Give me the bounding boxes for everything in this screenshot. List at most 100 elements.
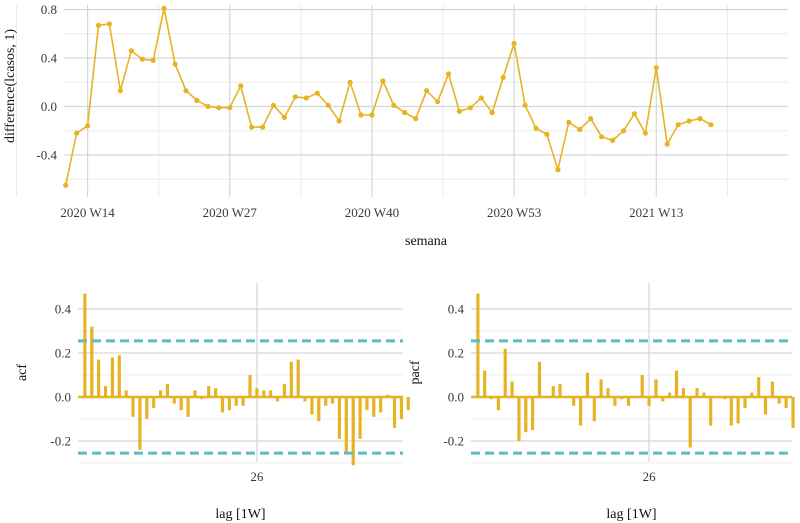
ts-point [260, 124, 266, 130]
ts-point [577, 126, 583, 133]
acf-bar [152, 397, 156, 408]
pacf-bar [579, 397, 583, 426]
acf-bar [145, 397, 149, 419]
ts-point [314, 90, 320, 96]
pacf-bar [688, 397, 692, 448]
ts-point [150, 57, 156, 64]
ts-point [631, 111, 638, 117]
ts-x-tick-label: 2020 W14 [60, 205, 115, 220]
acf-bar [248, 375, 252, 397]
ts-point [336, 118, 342, 124]
acf-bar [117, 355, 121, 397]
ts-x-tick-label: 2020 W40 [345, 205, 399, 220]
ts-point [708, 122, 714, 128]
pacf-y-axis-title: pacf [408, 360, 423, 384]
pacf-bar [784, 397, 788, 408]
pacf-bar [517, 397, 521, 441]
pacf-bar [763, 397, 768, 415]
pacf-bar [613, 397, 617, 406]
pacf-bar [592, 397, 596, 422]
acf-bar [193, 390, 197, 397]
pacf-y-tick-label: 0.4 [448, 302, 465, 317]
ts-point [63, 182, 69, 188]
acf-bar [103, 386, 108, 397]
ts-point [347, 79, 353, 85]
ts-point [270, 102, 277, 108]
acf-bar [406, 397, 410, 411]
ts-point [391, 102, 397, 108]
pacf-y-tick-label: 0.0 [448, 390, 464, 405]
acf-bar [83, 293, 87, 397]
ts-point [620, 128, 627, 134]
ts-point [172, 61, 178, 67]
ts-point [533, 125, 539, 131]
acf-bar [172, 397, 176, 404]
pacf-bar [661, 397, 665, 402]
pacf-x-axis-title: lag [1W] [606, 507, 656, 522]
ts-point [489, 110, 495, 116]
pacf-y-tick-label: 0.2 [448, 346, 464, 361]
ts-point [500, 74, 506, 80]
pacf-bar [476, 293, 480, 397]
pacf-bar [572, 397, 576, 406]
acf-bar [179, 397, 183, 411]
acf-bar [303, 397, 307, 402]
pacf-bar [695, 388, 699, 397]
ts-point [653, 65, 659, 71]
pacf-bar [681, 388, 685, 397]
ts-point [522, 102, 528, 108]
ts-point [675, 122, 681, 128]
acf-bar [138, 397, 142, 450]
pacf-bar [743, 397, 747, 408]
acf-bar [392, 397, 397, 428]
pacf-bar [729, 397, 733, 426]
pacf-bar [496, 397, 500, 411]
ts-point [511, 40, 517, 47]
acf-bar [310, 397, 314, 415]
ts-y-tick-label: 0.4 [41, 51, 58, 66]
ts-point [456, 108, 462, 114]
acf-bar [159, 390, 163, 397]
ts-point [544, 131, 550, 137]
acf-bar [399, 397, 403, 419]
acf-bar [275, 397, 280, 402]
ts-point [161, 5, 167, 11]
acf-bar [241, 397, 245, 406]
acf-bar [282, 383, 286, 397]
pacf-bar [524, 397, 528, 433]
ts-point [380, 78, 386, 84]
acf-bar [386, 394, 390, 397]
ts-y-tick-label: -0.4 [36, 148, 57, 163]
ts-point [686, 118, 692, 124]
pacf-bar [489, 397, 494, 400]
acf-bar [296, 359, 300, 397]
pacf-bar [510, 381, 514, 397]
ts-point [205, 103, 211, 110]
ts-x-tick-label: 2020 W27 [203, 205, 258, 220]
ts-point [95, 22, 102, 28]
ts-point [566, 119, 572, 125]
ts-y-tick-label: 0.8 [41, 2, 57, 17]
acf-bar [110, 357, 114, 397]
ts-point [424, 88, 430, 94]
acf-bar [351, 397, 355, 466]
acf-bar [337, 397, 341, 439]
ts-point [358, 112, 364, 118]
pacf-bar [750, 392, 754, 397]
acf-y-tick-label: -0.2 [50, 434, 71, 449]
acf-x-tick-label: 26 [250, 469, 264, 484]
pacf-y-tick-label: -0.2 [443, 434, 464, 449]
ts-point [369, 112, 375, 118]
acf-bar [214, 388, 218, 397]
ts-series-line [64, 8, 712, 186]
acf-bar [331, 397, 335, 404]
acf-bar [344, 397, 348, 455]
ts-point [74, 130, 80, 136]
pacf-bar [770, 381, 774, 397]
ts-point [106, 21, 112, 27]
ts-point [435, 99, 441, 105]
acf-bar [365, 397, 369, 411]
ts-point [555, 167, 561, 173]
acf-bar [324, 397, 328, 406]
